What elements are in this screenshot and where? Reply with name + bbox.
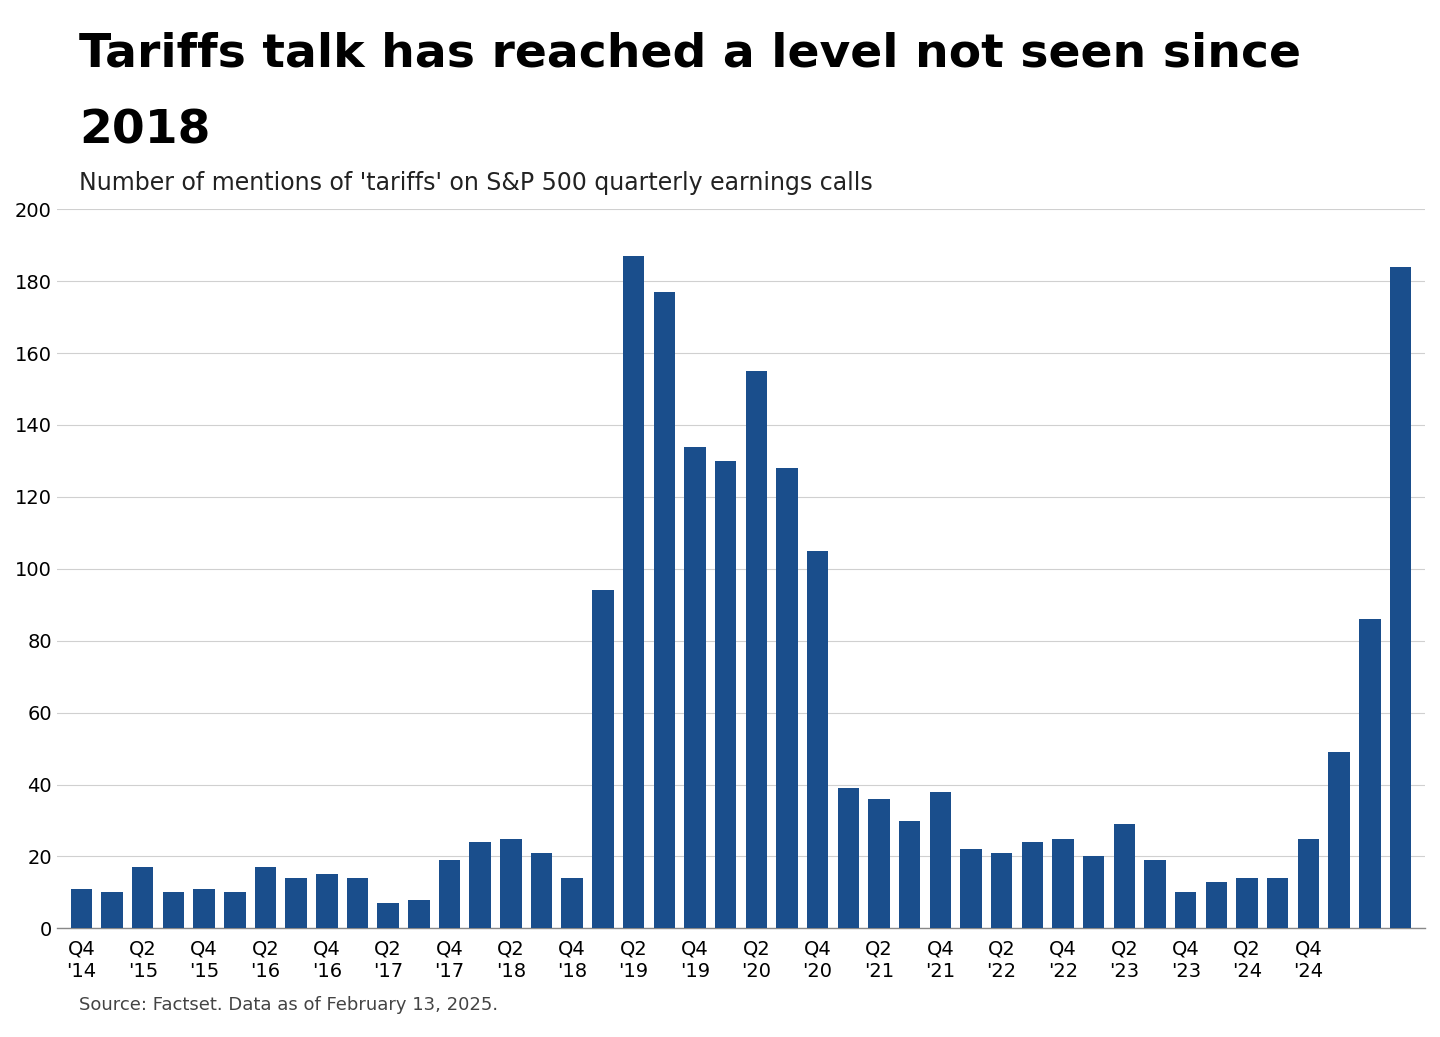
Bar xyxy=(500,839,521,928)
Bar xyxy=(1237,878,1257,928)
Bar xyxy=(776,468,798,928)
Bar xyxy=(592,590,613,928)
Text: Source: Factset. Data as of February 13, 2025.: Source: Factset. Data as of February 13,… xyxy=(79,997,498,1014)
Text: 2018: 2018 xyxy=(79,109,210,153)
Bar xyxy=(1297,839,1319,928)
Bar xyxy=(960,849,982,928)
Bar xyxy=(225,893,245,928)
Text: Tariffs talk has reached a level not seen since: Tariffs talk has reached a level not see… xyxy=(79,31,1302,76)
Bar xyxy=(1267,878,1289,928)
Bar xyxy=(285,878,307,928)
Bar xyxy=(868,798,890,928)
Bar xyxy=(684,447,706,928)
Text: Number of mentions of 'tariffs' on S&P 500 quarterly earnings calls: Number of mentions of 'tariffs' on S&P 5… xyxy=(79,171,873,195)
Bar xyxy=(899,820,920,928)
Bar xyxy=(469,842,491,928)
Bar xyxy=(255,867,276,928)
Bar xyxy=(1021,842,1043,928)
Bar xyxy=(1053,839,1074,928)
Bar xyxy=(991,852,1012,928)
Bar xyxy=(714,460,736,928)
Bar xyxy=(562,878,583,928)
Bar xyxy=(193,889,215,928)
Bar xyxy=(930,792,950,928)
Bar xyxy=(1328,752,1349,928)
Bar xyxy=(838,788,860,928)
Bar xyxy=(408,900,429,928)
Bar xyxy=(531,852,553,928)
Bar xyxy=(1083,857,1104,928)
Bar xyxy=(806,551,828,928)
Bar xyxy=(347,878,369,928)
Bar xyxy=(1113,824,1135,928)
Bar xyxy=(1390,267,1411,928)
Bar xyxy=(1359,619,1381,928)
Bar xyxy=(654,291,675,928)
Bar xyxy=(1145,860,1166,928)
Bar xyxy=(624,256,644,928)
Bar xyxy=(315,874,337,928)
Bar xyxy=(132,867,154,928)
Bar xyxy=(377,903,399,928)
Bar xyxy=(163,893,184,928)
Bar xyxy=(1205,881,1227,928)
Bar xyxy=(1175,893,1197,928)
Bar xyxy=(439,860,461,928)
Bar xyxy=(101,893,122,928)
Bar xyxy=(71,889,92,928)
Bar xyxy=(746,371,768,928)
